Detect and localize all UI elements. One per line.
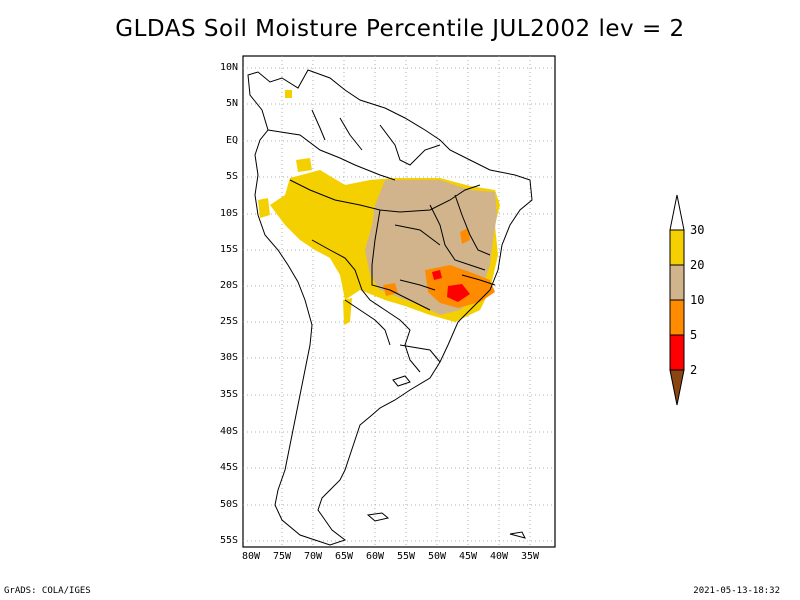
colorbar-label: 30 [690,223,705,237]
lon-label: 70W [303,551,323,562]
colorbar-swatch-5-10 [669,299,685,336]
lat-label: 5N [225,98,238,109]
colorbar-cap-bottom [669,369,685,406]
lon-label: 35W [520,551,540,562]
colorbar-cap-top [669,194,685,231]
lon-label: 80W [241,551,261,562]
colorbar-label: 5 [690,328,698,342]
map-frame [242,55,556,548]
lon-label: 60W [365,551,385,562]
map-title: GLDAS Soil Moisture Percentile JUL2002 l… [115,16,685,42]
lat-label: 35S [219,389,238,400]
lon-label: 65W [334,551,354,562]
colorbar-swatch-20-30 [669,229,685,266]
coastlines [247,69,533,546]
lat-label: 50S [219,499,238,510]
lat-label: 10N [219,62,238,73]
credit-grads: GrADS: COLA/IGES [4,586,91,596]
lat-label: 25S [219,316,238,327]
colorbar-label: 20 [690,258,705,272]
lat-label: 45S [219,462,238,473]
colorbar-label: 2 [690,363,698,377]
lat-label: 15S [219,244,238,255]
credit-timestamp: 2021-05-13-18:32 [693,586,780,596]
colorbar [669,194,685,406]
lon-label: 45W [458,551,478,562]
lat-label: 20S [219,280,238,291]
colorbar-label: 10 [690,293,705,307]
colorbar-swatch-10-20 [669,264,685,301]
lat-label: 10S [219,208,238,219]
lon-label: 50W [427,551,447,562]
lat-label: 55S [219,535,238,546]
lat-label: 5S [225,171,238,182]
lat-label: 40S [219,426,238,437]
shade-2-5 [447,284,470,302]
lon-label: 40W [489,551,509,562]
lon-label: 55W [396,551,416,562]
lat-label: EQ [225,135,238,146]
colorbar-swatch-2-5 [669,334,685,371]
islands [366,375,526,539]
lon-label: 75W [272,551,292,562]
map-grid [243,56,555,547]
percentile-shading [258,90,500,325]
lat-label: 30S [219,352,238,363]
